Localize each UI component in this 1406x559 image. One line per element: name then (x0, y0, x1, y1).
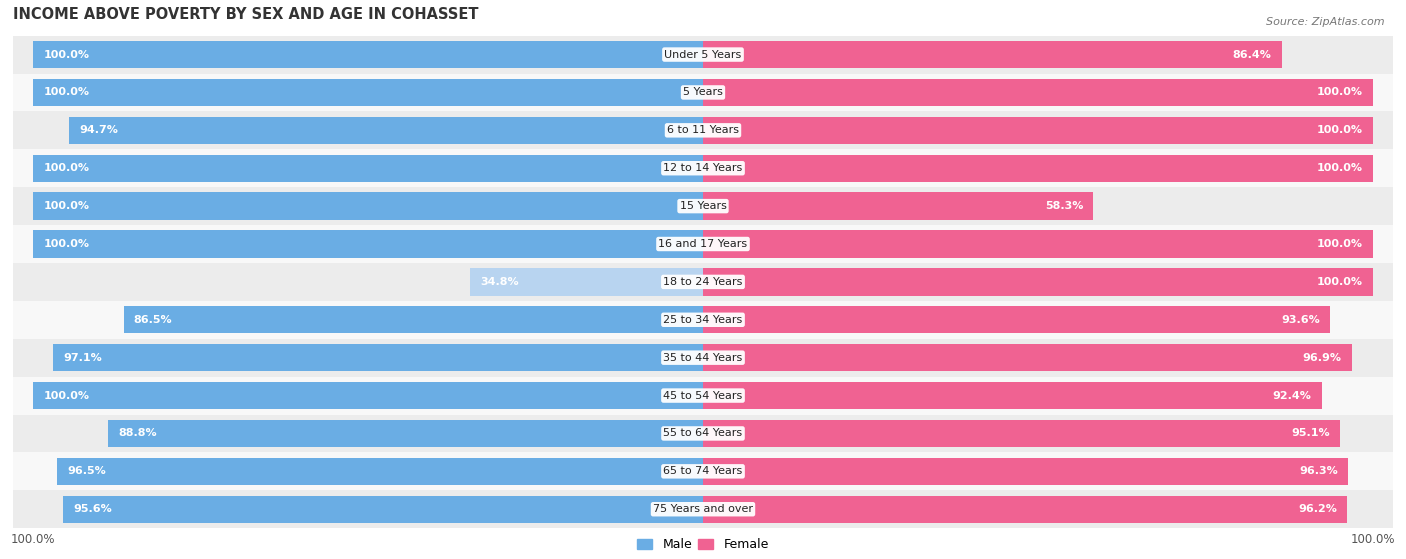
Text: 15 Years: 15 Years (679, 201, 727, 211)
Bar (56, 458, 703, 485)
Text: 12 to 14 Years: 12 to 14 Years (664, 163, 742, 173)
Text: 100.0%: 100.0% (44, 391, 90, 401)
Bar (13, 187, 1393, 225)
Text: 100.0%: 100.0% (1316, 239, 1362, 249)
Text: 96.5%: 96.5% (67, 466, 105, 476)
Text: 100.0%: 100.0% (1316, 125, 1362, 135)
Bar (124, 306, 703, 333)
Bar (703, 496, 1347, 523)
Text: Source: ZipAtlas.com: Source: ZipAtlas.com (1267, 17, 1385, 27)
Bar (13, 301, 1393, 339)
Bar (13, 377, 1393, 415)
Bar (13, 111, 1393, 149)
Bar (703, 458, 1348, 485)
Bar (703, 420, 1340, 447)
Bar (34, 382, 703, 409)
Bar (703, 268, 1372, 296)
Bar (34, 79, 703, 106)
Text: 55 to 64 Years: 55 to 64 Years (664, 428, 742, 438)
Text: 35 to 44 Years: 35 to 44 Years (664, 353, 742, 363)
Text: 100.0%: 100.0% (1316, 163, 1362, 173)
Text: 94.7%: 94.7% (79, 125, 118, 135)
Bar (703, 117, 1372, 144)
Text: 6 to 11 Years: 6 to 11 Years (666, 125, 740, 135)
Text: 5 Years: 5 Years (683, 87, 723, 97)
Bar (13, 339, 1393, 377)
Text: 100.0%: 100.0% (44, 50, 90, 60)
Bar (703, 230, 1372, 258)
Bar (703, 79, 1372, 106)
Text: 92.4%: 92.4% (1272, 391, 1312, 401)
Bar (13, 415, 1393, 452)
Text: 97.1%: 97.1% (63, 353, 101, 363)
Text: 25 to 34 Years: 25 to 34 Years (664, 315, 742, 325)
Bar (703, 41, 1281, 68)
Bar (703, 155, 1372, 182)
Text: 16 and 17 Years: 16 and 17 Years (658, 239, 748, 249)
Legend: Male, Female: Male, Female (633, 533, 773, 556)
Bar (34, 230, 703, 258)
Bar (13, 490, 1393, 528)
Text: 100.0%: 100.0% (44, 87, 90, 97)
Bar (703, 306, 1330, 333)
Text: 96.9%: 96.9% (1303, 353, 1341, 363)
Bar (703, 344, 1351, 371)
Text: 93.6%: 93.6% (1281, 315, 1320, 325)
Bar (13, 452, 1393, 490)
Text: 96.3%: 96.3% (1299, 466, 1337, 476)
Bar (63, 496, 703, 523)
Bar (13, 36, 1393, 73)
Text: 88.8%: 88.8% (118, 428, 157, 438)
Bar (108, 420, 703, 447)
Bar (34, 41, 703, 68)
Text: 95.6%: 95.6% (73, 504, 111, 514)
Text: Under 5 Years: Under 5 Years (665, 50, 741, 60)
Bar (13, 149, 1393, 187)
Bar (53, 344, 703, 371)
Text: 86.5%: 86.5% (134, 315, 173, 325)
Bar (13, 73, 1393, 111)
Text: 100.0%: 100.0% (1316, 277, 1362, 287)
Text: 18 to 24 Years: 18 to 24 Years (664, 277, 742, 287)
Bar (13, 263, 1393, 301)
Text: 45 to 54 Years: 45 to 54 Years (664, 391, 742, 401)
Bar (34, 155, 703, 182)
Text: 100.0%: 100.0% (44, 163, 90, 173)
Text: 75 Years and over: 75 Years and over (652, 504, 754, 514)
Text: 100.0%: 100.0% (1316, 87, 1362, 97)
Text: 96.2%: 96.2% (1298, 504, 1337, 514)
Text: 86.4%: 86.4% (1233, 50, 1271, 60)
Text: 100.0%: 100.0% (44, 239, 90, 249)
Text: 100.0%: 100.0% (44, 201, 90, 211)
Text: 34.8%: 34.8% (479, 277, 519, 287)
Text: 95.1%: 95.1% (1291, 428, 1330, 438)
Bar (34, 192, 703, 220)
Bar (703, 382, 1322, 409)
Bar (69, 117, 703, 144)
Text: 58.3%: 58.3% (1045, 201, 1084, 211)
Text: INCOME ABOVE POVERTY BY SEX AND AGE IN COHASSET: INCOME ABOVE POVERTY BY SEX AND AGE IN C… (13, 7, 479, 22)
Text: 65 to 74 Years: 65 to 74 Years (664, 466, 742, 476)
Bar (13, 225, 1393, 263)
Bar (703, 192, 1094, 220)
Bar (470, 268, 703, 296)
